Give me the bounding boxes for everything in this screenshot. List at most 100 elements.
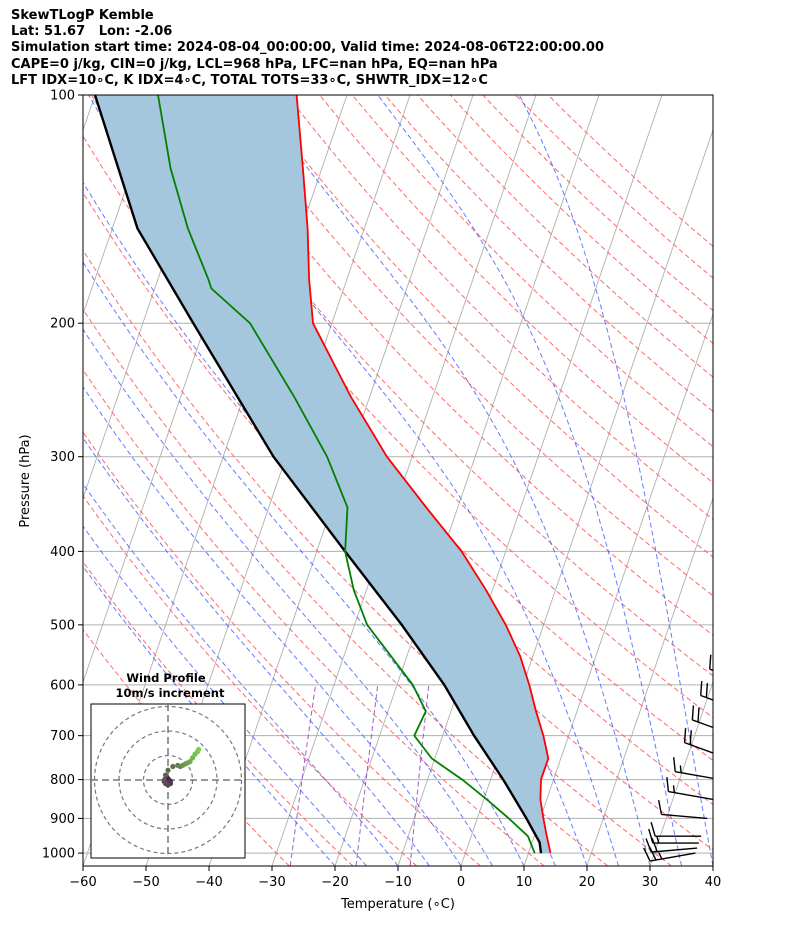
hodograph-point <box>162 772 169 778</box>
dry-adiabat-line <box>83 431 481 866</box>
wind-barb-feather <box>736 597 737 612</box>
x-tick-label: 30 <box>642 875 659 890</box>
x-tick-label: 10 <box>516 875 533 890</box>
moist-adiabat-line <box>83 565 336 866</box>
wind-barb-feather <box>673 757 676 772</box>
dry-adiabat-line <box>384 95 713 413</box>
title-line-1: SkewTLogP Kemble <box>11 8 154 23</box>
wind-barb-feather <box>666 777 670 792</box>
x-axis-ticks: −60 −50 −40 −30 −20 −10 0 10 20 30 40 <box>69 866 721 890</box>
wind-barb <box>709 654 716 672</box>
wind-barb-feather <box>697 707 700 723</box>
wind-barb-feather <box>742 560 743 575</box>
hodograph-inset: Wind Profile 10m/s increment <box>90 671 246 859</box>
isotherm-line <box>83 95 159 316</box>
wind-barb-feather <box>689 730 692 745</box>
wind-barb <box>683 728 713 754</box>
x-tick-label: −60 <box>69 875 96 890</box>
wind-barb-half-feather <box>658 852 663 860</box>
dry-adiabat-line <box>83 308 609 866</box>
wind-barb-staff <box>709 668 713 672</box>
isotherm-line <box>83 95 96 132</box>
hodograph-point <box>165 767 171 773</box>
dry-adiabat-line <box>156 95 713 677</box>
y-tick-label: 400 <box>50 545 75 560</box>
wind-barb-staff <box>651 847 698 853</box>
hodograph-subtitle: 10m/s increment <box>116 686 225 700</box>
wind-barb-feather <box>720 626 721 641</box>
wind-barb-feather <box>705 683 709 698</box>
isotherm-line <box>334 95 600 866</box>
mixing-ratio-line <box>289 684 317 866</box>
wind-barb-staff <box>788 441 794 457</box>
wind-barb-staff <box>720 641 763 657</box>
hodograph-point <box>161 777 167 783</box>
wind-barb-staff <box>692 719 713 729</box>
hodograph-point <box>170 763 176 770</box>
wind-barb <box>700 680 713 701</box>
y-tick-label: 600 <box>50 678 75 693</box>
wind-barb-staff <box>700 694 713 701</box>
isotherm-line <box>776 95 794 866</box>
cape-cin-shading <box>95 95 551 854</box>
wind-barb <box>657 799 708 820</box>
hodograph-point <box>196 746 202 752</box>
wind-barb <box>770 477 794 507</box>
wind-barb-staff <box>730 609 773 625</box>
isotherm-line <box>586 496 713 866</box>
x-tick-label: −10 <box>384 875 411 890</box>
wind-barbs <box>643 426 794 862</box>
dry-adiabat-line <box>188 95 713 636</box>
wind-barb-feather <box>645 838 652 853</box>
wind-barb-feather <box>730 595 731 610</box>
wind-barb-feather <box>788 426 789 441</box>
wind-barb-feather <box>709 654 712 670</box>
mixing-ratio-line <box>355 684 379 866</box>
mixing-ratio-line <box>409 684 430 866</box>
y-tick-label: 300 <box>50 450 75 465</box>
wind-barb <box>666 777 713 801</box>
x-tick-label: −40 <box>195 875 222 890</box>
y-tick-label: 800 <box>50 773 75 788</box>
wind-barb <box>648 828 699 844</box>
x-axis-label: Temperature (∘C) <box>340 897 455 912</box>
wind-barb-feather <box>691 705 695 720</box>
wind-barb <box>730 595 773 625</box>
wind-barb <box>720 626 763 656</box>
wind-barb-feather <box>651 837 658 852</box>
dry-adiabat-line <box>286 95 713 521</box>
wind-barb <box>691 705 713 729</box>
wind-barb-feather <box>748 562 749 577</box>
wind-barb-feather <box>648 828 654 844</box>
dry-adiabat-line <box>221 95 713 597</box>
wind-barb-staff <box>684 741 713 754</box>
wind-barb-staff <box>668 790 713 801</box>
wind-barb-feather <box>683 728 687 743</box>
dry-adiabat-line <box>83 369 545 866</box>
wind-barb-feather <box>776 479 777 494</box>
dry-adiabat-line <box>123 95 713 719</box>
dry-adiabat-line <box>254 95 713 558</box>
y-tick-label: 200 <box>50 317 75 332</box>
wind-barb-feather <box>755 521 756 536</box>
wind-barb-feather <box>761 523 762 538</box>
x-tick-label: −50 <box>132 875 159 890</box>
moist-adiabat-line <box>83 386 462 866</box>
x-tick-label: 20 <box>579 875 596 890</box>
wind-barb <box>645 837 698 853</box>
dewpoint-profile-line <box>157 95 536 854</box>
hodograph-point <box>189 755 196 761</box>
wind-barb <box>742 560 785 590</box>
y-tick-label: 500 <box>50 618 75 633</box>
mixing-ratio-lines <box>289 684 430 866</box>
y-tick-label: 1000 <box>42 847 75 862</box>
title-line-2: Lat: 51.67 Lon: -2.06 <box>11 24 173 39</box>
moist-adiabat-line <box>83 437 430 866</box>
dry-adiabats <box>83 95 713 866</box>
wind-barb-feather <box>657 799 663 815</box>
y-tick-label: 900 <box>50 812 75 827</box>
isotherm-line <box>649 680 713 866</box>
wind-barb-feather <box>715 657 716 672</box>
wind-barb-staff <box>755 536 794 552</box>
wind-barb-feather <box>700 680 703 696</box>
